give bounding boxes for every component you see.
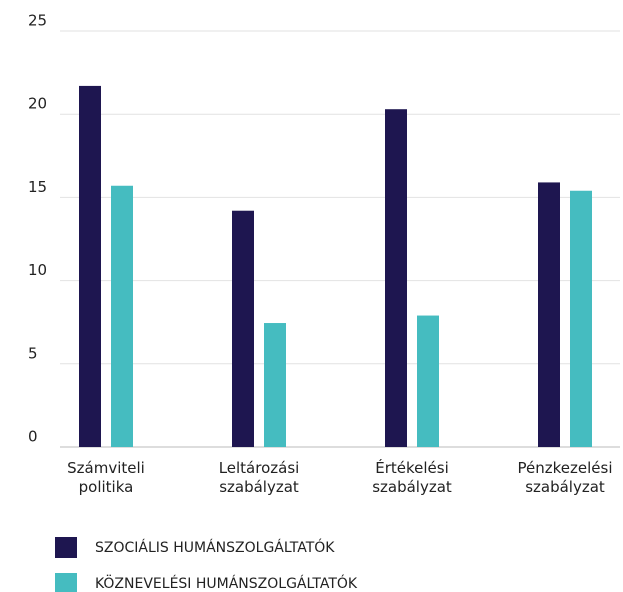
x-tick-label: Pénzkezelési szabályzat	[517, 459, 613, 496]
legend-swatch	[55, 573, 77, 592]
y-tick-label: 5	[28, 344, 38, 362]
y-tick-label: 15	[28, 178, 47, 196]
y-tick-label: 25	[28, 12, 47, 30]
bar	[232, 210, 254, 447]
bar	[385, 109, 407, 447]
y-tick-label: 0	[28, 428, 38, 446]
y-tick-label: 10	[28, 261, 47, 279]
legend-label: KÖZNEVELÉSI HUMÁNSZOLGÁLTATÓK	[95, 575, 358, 592]
bar	[79, 85, 101, 448]
bar	[570, 190, 592, 447]
bar	[111, 185, 133, 447]
bar	[264, 323, 286, 447]
y-tick-label: 20	[28, 95, 47, 113]
plot: 0 5 10 15 20 25	[28, 12, 620, 448]
bar	[538, 182, 560, 447]
legend-swatch	[55, 537, 77, 558]
x-tick-label: Értékelési szabályzat	[372, 459, 452, 496]
legend-label: SZOCIÁLIS HUMÁNSZOLGÁLTATÓK	[95, 539, 335, 556]
x-tick-label: Leltározási szabályzat	[218, 459, 300, 496]
legend-item: KÖZNEVELÉSI HUMÁNSZOLGÁLTATÓK	[55, 573, 357, 592]
bar	[417, 315, 439, 447]
x-tick-label: Számviteli politika	[67, 459, 145, 496]
legend-item: SZOCIÁLIS HUMÁNSZOLGÁLTATÓK	[55, 537, 334, 558]
